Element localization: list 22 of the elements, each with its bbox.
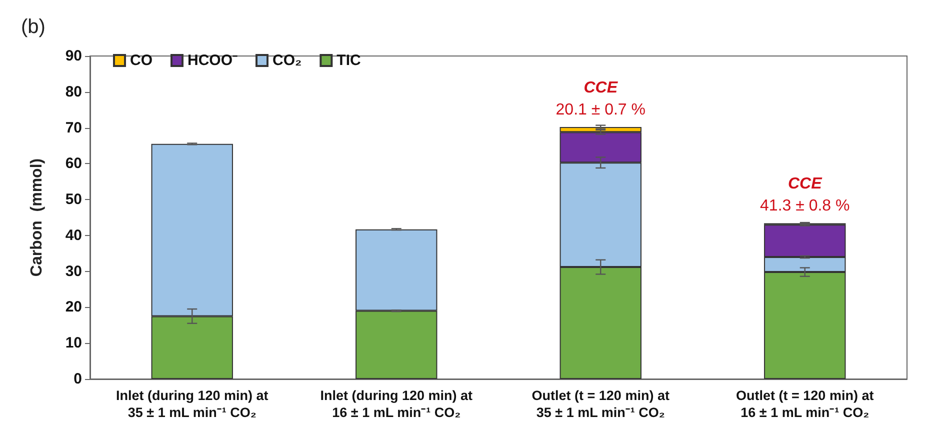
x-tick-label: Outlet (t = 120 min) at 35 ± 1 mL min⁻¹ CO₂ [532, 388, 670, 420]
y-tick-label: 0 [74, 370, 82, 388]
y-tick-label: 10 [65, 334, 82, 352]
y-tick-label: 70 [65, 119, 82, 136]
y-tick-label: 40 [65, 226, 82, 244]
x-tick-label: Inlet (during 120 min) at 16 ± 1 mL min⁻¹ CO₂ [320, 388, 474, 420]
y-tick-label: 90 [65, 48, 82, 64]
y-axis-title: Carbon (mmol) [28, 158, 46, 277]
y-tick-label: 50 [65, 191, 82, 208]
x-tick-label: Outlet (t = 120 min) at 16 ± 1 mL min⁻¹ CO₂ [736, 388, 874, 420]
legend-label: HCOO⁻ [188, 52, 238, 69]
x-tick-label: Inlet (during 120 min) at 35 ± 1 mL min⁻¹ CO₂ [116, 388, 269, 420]
legend-label: TIC [336, 52, 361, 69]
y-tick-label: 60 [65, 155, 82, 172]
y-tick-label: 30 [65, 262, 82, 280]
y-tick-label: 80 [65, 83, 82, 100]
text: (b) [21, 16, 46, 38]
legend-label: CO₂ [272, 52, 302, 69]
legend-label: CO [130, 52, 153, 69]
y-tick-label: 20 [65, 298, 82, 316]
annotation: CCE 41.3 ± 0.8 % [760, 176, 850, 215]
annotation: CCE 20.1 ± 0.7 % [556, 80, 646, 119]
